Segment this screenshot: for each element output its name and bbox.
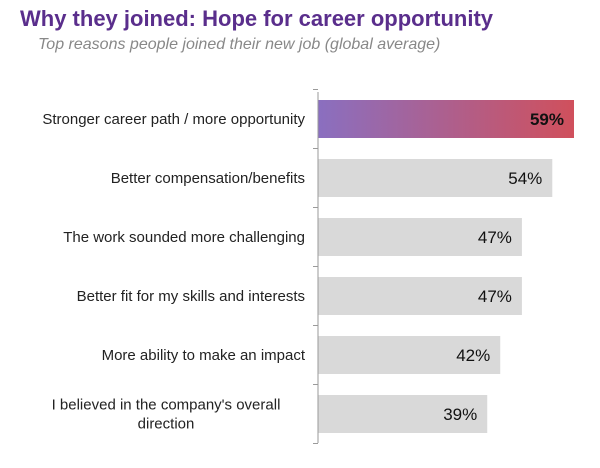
bar-2 bbox=[318, 218, 522, 256]
category-label-4: More ability to make an impact bbox=[102, 347, 306, 364]
value-label-1: 54% bbox=[508, 169, 542, 188]
chart-title: Why they joined: Hope for career opportu… bbox=[20, 6, 494, 31]
axis-group bbox=[313, 89, 319, 444]
chart-subtitle: Top reasons people joined their new job … bbox=[38, 36, 441, 53]
category-label-1: Better compensation/benefits bbox=[111, 170, 305, 187]
category-label-3: Better fit for my skills and interests bbox=[77, 288, 305, 305]
value-label-3: 47% bbox=[478, 287, 512, 306]
bars-group: 59% 54% 47% 47% 42% 39% bbox=[318, 100, 574, 433]
value-label-0: 59% bbox=[530, 110, 564, 129]
bar-4 bbox=[318, 336, 501, 374]
category-label-5-line-0: I believed in the company's overall bbox=[52, 397, 281, 414]
category-label-5-line-1: direction bbox=[138, 416, 195, 433]
value-label-4: 42% bbox=[456, 346, 490, 365]
bar-5 bbox=[318, 395, 488, 433]
bar-0 bbox=[318, 100, 574, 138]
category-label-2: The work sounded more challenging bbox=[63, 229, 305, 246]
bar-1 bbox=[318, 159, 553, 197]
bar-3 bbox=[318, 277, 522, 315]
category-label-0: Stronger career path / more opportunity bbox=[42, 111, 305, 128]
category-labels-group: Stronger career path / more opportunity B… bbox=[42, 111, 305, 433]
value-label-2: 47% bbox=[478, 228, 512, 247]
value-label-5: 39% bbox=[443, 405, 477, 424]
